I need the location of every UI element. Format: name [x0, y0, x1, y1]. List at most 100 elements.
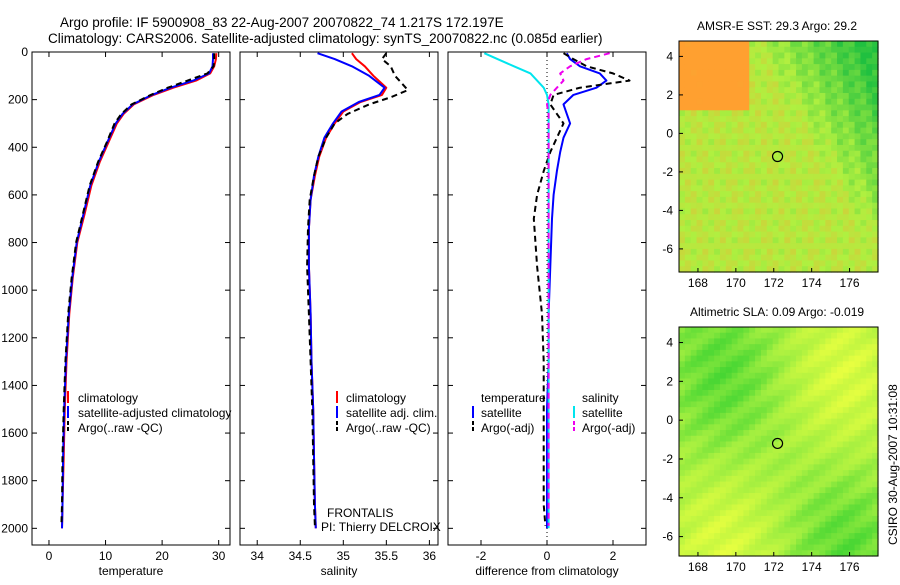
heatmap-cell [825, 64, 832, 71]
heatmap-cell [848, 81, 856, 88]
heatmap-cell [790, 338, 797, 345]
heatmap-cell [708, 41, 715, 48]
heatmap-cell [872, 150, 879, 158]
heatmap-cell [725, 550, 733, 557]
legend-label-sal-argo: Argo(-adj) [582, 421, 635, 435]
heatmap-cell [690, 475, 698, 483]
heatmap-cell [842, 475, 850, 483]
heatmap-cell [731, 156, 739, 163]
heatmap-cell [819, 349, 826, 357]
heatmap-cell [772, 464, 780, 471]
heatmap-cell [866, 225, 873, 233]
heatmap-cell [737, 87, 744, 94]
heatmap-cell [690, 150, 698, 158]
heatmap-cell [684, 162, 692, 169]
heatmap-cell [714, 498, 721, 506]
heatmap-cell [766, 46, 774, 54]
x-tick-label: 0 [544, 549, 551, 563]
heatmap-cell [684, 58, 692, 65]
heatmap-cell [784, 168, 791, 175]
heatmap-cell [760, 452, 768, 460]
heatmap-cell [813, 475, 821, 483]
heatmap-cell [784, 372, 791, 380]
heatmap-cell [813, 430, 821, 437]
heatmap-cell [766, 220, 774, 227]
heatmap-cell [813, 361, 821, 368]
heatmap-cell [831, 168, 838, 175]
heatmap-cell [684, 504, 692, 511]
heatmap-cell [860, 64, 867, 71]
heatmap-cell [813, 367, 821, 374]
heatmap-cell [825, 87, 832, 94]
heatmap-cell [760, 521, 768, 528]
heatmap-cell [702, 430, 709, 437]
heatmap-cell [825, 144, 832, 152]
heatmap-cell [731, 266, 739, 273]
heatmap-cell [854, 349, 862, 357]
heatmap-cell [790, 481, 797, 488]
heatmap-cell [679, 185, 686, 192]
heatmap-cell [837, 225, 844, 233]
heatmap-cell [837, 243, 844, 250]
map-x-tick-label: 168 [688, 560, 708, 574]
heatmap-cell [755, 150, 762, 158]
heatmap-cell [772, 389, 780, 397]
heatmap-cell [837, 121, 844, 129]
heatmap-cell [807, 150, 815, 158]
heatmap-cell [807, 458, 815, 465]
heatmap-cell [749, 98, 756, 106]
heatmap-cell [708, 452, 715, 460]
heatmap-cell [755, 64, 762, 71]
heatmap-cell [708, 110, 715, 117]
heatmap-cell [825, 327, 832, 334]
heatmap-cell [755, 470, 762, 477]
heatmap-cell [679, 75, 686, 83]
heatmap-cell [796, 418, 803, 425]
heatmap-cell [749, 260, 756, 267]
heatmap-cell [766, 367, 774, 374]
heatmap-cell [696, 121, 704, 129]
heatmap-cell [819, 344, 826, 351]
heatmap-cell [684, 441, 692, 448]
heatmap-cell [766, 260, 774, 267]
heatmap-cell [813, 447, 821, 454]
heatmap-cell [760, 254, 768, 262]
heatmap-cell [714, 447, 721, 454]
heatmap-cell [790, 231, 797, 238]
heatmap-cell [854, 550, 862, 557]
heatmap-cell [813, 46, 821, 54]
heatmap-cell [772, 87, 780, 94]
heatmap-cell [854, 464, 862, 471]
heatmap-cell [702, 441, 709, 448]
heatmap-cell [772, 447, 780, 454]
heatmap-cell [708, 527, 715, 534]
heatmap-cell [743, 430, 750, 437]
heatmap-cell [749, 550, 756, 557]
heatmap-cell [842, 168, 850, 175]
heatmap-cell [837, 92, 844, 100]
heatmap-cell [854, 191, 862, 198]
heatmap-cell [719, 389, 727, 397]
heatmap-cell [719, 464, 727, 471]
heatmap-cell [837, 133, 844, 140]
heatmap-cell [854, 64, 862, 71]
heatmap-cell [784, 64, 791, 71]
heatmap-cell [690, 338, 698, 345]
heatmap-cell [801, 104, 809, 111]
heatmap-cell [796, 52, 803, 59]
heatmap-cell [737, 41, 744, 48]
heatmap-cell [696, 401, 704, 408]
heatmap-cell [837, 355, 844, 362]
heatmap-cell [755, 384, 762, 391]
heatmap-cell [708, 92, 715, 100]
heatmap-cell [831, 75, 838, 83]
heatmap-cell [784, 150, 791, 158]
heatmap-cell [719, 510, 727, 517]
heatmap-cell [848, 470, 856, 477]
heatmap-cell [796, 493, 803, 500]
heatmap-cell [755, 344, 762, 351]
heatmap-cell [690, 266, 698, 273]
heatmap-cell [807, 41, 815, 48]
heatmap-cell [679, 510, 686, 517]
